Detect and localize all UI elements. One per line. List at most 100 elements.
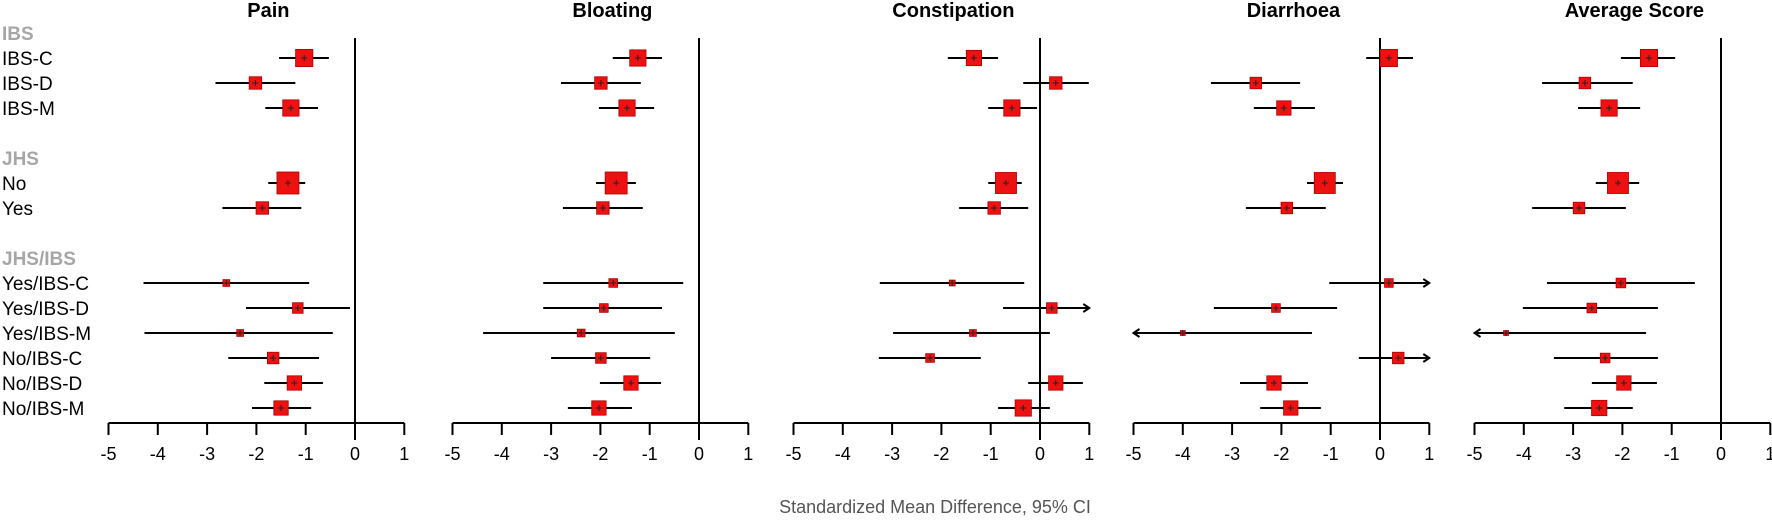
estimate-no-ibs-m [567, 400, 632, 416]
estimate-ibs-d [215, 76, 296, 90]
x-tick-label: -1 [1323, 444, 1339, 464]
x-tick-label: -1 [1664, 444, 1680, 464]
panel-average-score: Average Score -5 -4 -3 -2 -1 0 1 [1466, 0, 1772, 464]
estimate-ibs-d [1023, 76, 1089, 90]
x-tick-label: -1 [642, 444, 658, 464]
row-label-yes-ibs-d: Yes/IBS-D [2, 299, 89, 320]
estimate-ibs-m [598, 99, 655, 117]
x-tick-label: -5 [1466, 444, 1482, 464]
estimate-yes-ibs-d [1003, 302, 1092, 314]
panel-title: Bloating [572, 0, 652, 22]
estimate-yes-ibs-m [1131, 328, 1312, 338]
x-tick-label: -5 [785, 444, 801, 464]
estimate-ibs-m [265, 99, 319, 117]
ci-arrow-right-icon [1422, 278, 1432, 288]
row-label-ibs-d: IBS-D [2, 74, 53, 95]
estimate-yes-ibs-d [1213, 303, 1338, 313]
panel-title: Pain [247, 0, 289, 22]
estimate-yes-ibs-d [1522, 302, 1658, 314]
estimate-no-ibs-d [1591, 375, 1657, 391]
estimate-yes-ibs-d [543, 303, 663, 313]
estimate-no-ibs-c [1553, 352, 1658, 364]
x-tick-label: -5 [1125, 444, 1141, 464]
x-tick-label: 0 [1035, 444, 1045, 464]
estimate-yes [1532, 201, 1626, 215]
panel-diarrhoea: Diarrhoea -5 -4 -3 -2 -1 0 1 [1125, 0, 1434, 464]
x-tick-label: -4 [494, 444, 510, 464]
estimate-yes [222, 201, 302, 215]
x-tick-label: 1 [1424, 444, 1434, 464]
x-tick-label: 0 [694, 444, 704, 464]
panel-bloating: Bloating -5 -4 -3 -2 -1 0 1 [444, 0, 753, 464]
estimate-no-ibs-m [1260, 400, 1321, 416]
x-tick-label: 0 [1716, 444, 1726, 464]
x-tick-label: -5 [100, 444, 116, 464]
estimate-ibs-d [560, 76, 641, 90]
group-header-jhs: JHS [2, 149, 39, 170]
estimate-no-ibs-c [878, 353, 981, 363]
row-label-yes: Yes [2, 199, 33, 220]
x-tick-label: -2 [933, 444, 949, 464]
x-tick-label: -3 [199, 444, 215, 464]
estimate-ibs-d [1542, 76, 1633, 90]
estimate-ibs-c [1620, 48, 1676, 68]
estimate-ibs-m [988, 99, 1038, 117]
estimate-yes-ibs-c [543, 278, 684, 288]
estimate-yes-ibs-c [1329, 278, 1432, 288]
x-tick-label: 0 [350, 444, 360, 464]
x-tick-label: 1 [1765, 444, 1772, 464]
estimate-ibs-d [1210, 76, 1301, 90]
panel-title: Diarrhoea [1247, 0, 1341, 22]
x-tick-label: -4 [835, 444, 851, 464]
x-tick-label: -4 [1175, 444, 1191, 464]
estimate-yes-ibs-m [144, 329, 333, 337]
x-tick-label: 1 [399, 444, 409, 464]
estimate-yes-ibs-c [143, 279, 310, 287]
estimate-ibs-m [1253, 100, 1315, 116]
estimate-ibs-m [1578, 99, 1641, 117]
estimate-no [1307, 172, 1344, 194]
estimate-no-ibs-m [1564, 399, 1633, 417]
estimate-no-ibs-d [599, 375, 662, 391]
x-tick-label: -1 [298, 444, 314, 464]
estimate-no-ibs-c [228, 351, 320, 365]
row-label-ibs-c: IBS-C [2, 49, 53, 70]
estimate-yes-ibs-c [1546, 277, 1695, 289]
estimate-no-ibs-m [251, 400, 312, 416]
group-header-jhs-ibs: JHS/IBS [2, 249, 76, 270]
x-tick-label: -3 [884, 444, 900, 464]
estimate-yes-ibs-m [1472, 328, 1647, 338]
row-label-no: No [2, 174, 26, 195]
estimate-no-ibs-d [264, 375, 323, 391]
x-tick-label: -2 [248, 444, 264, 464]
ci-arrow-left-icon [1472, 328, 1482, 338]
estimate-yes-ibs-m [483, 328, 675, 338]
estimate-yes [959, 201, 1029, 215]
estimate-yes [1245, 201, 1326, 215]
estimate-yes [562, 201, 643, 215]
panel-pain: Pain -5 -4 -3 -2 -1 0 1 [100, 0, 409, 464]
estimate-yes-ibs-c [879, 279, 1025, 287]
estimate-ibs-c [279, 48, 329, 68]
estimate-no-ibs-d [1239, 375, 1309, 391]
ci-arrow-left-icon [1131, 328, 1141, 338]
estimate-no-ibs-m [998, 399, 1050, 417]
x-tick-label: -1 [983, 444, 999, 464]
estimate-ibs-c [1366, 48, 1414, 68]
x-tick-label: -3 [1565, 444, 1581, 464]
x-tick-label: 0 [1375, 444, 1385, 464]
estimate-ibs-c [947, 49, 999, 67]
estimate-no-ibs-d [1028, 375, 1083, 391]
row-label-yes-ibs-m: Yes/IBS-M [2, 324, 91, 345]
x-tick-label: -2 [1614, 444, 1630, 464]
x-tick-label: -2 [592, 444, 608, 464]
row-label-ibs-m: IBS-M [2, 99, 55, 120]
x-tick-label: -3 [1224, 444, 1240, 464]
x-tick-label: 1 [1084, 444, 1094, 464]
estimate-no [268, 171, 306, 195]
panel-title: Average Score [1565, 0, 1704, 22]
row-label-yes-ibs-c: Yes/IBS-C [2, 274, 89, 295]
x-tick-label: -4 [1516, 444, 1532, 464]
x-tick-label: 1 [743, 444, 753, 464]
